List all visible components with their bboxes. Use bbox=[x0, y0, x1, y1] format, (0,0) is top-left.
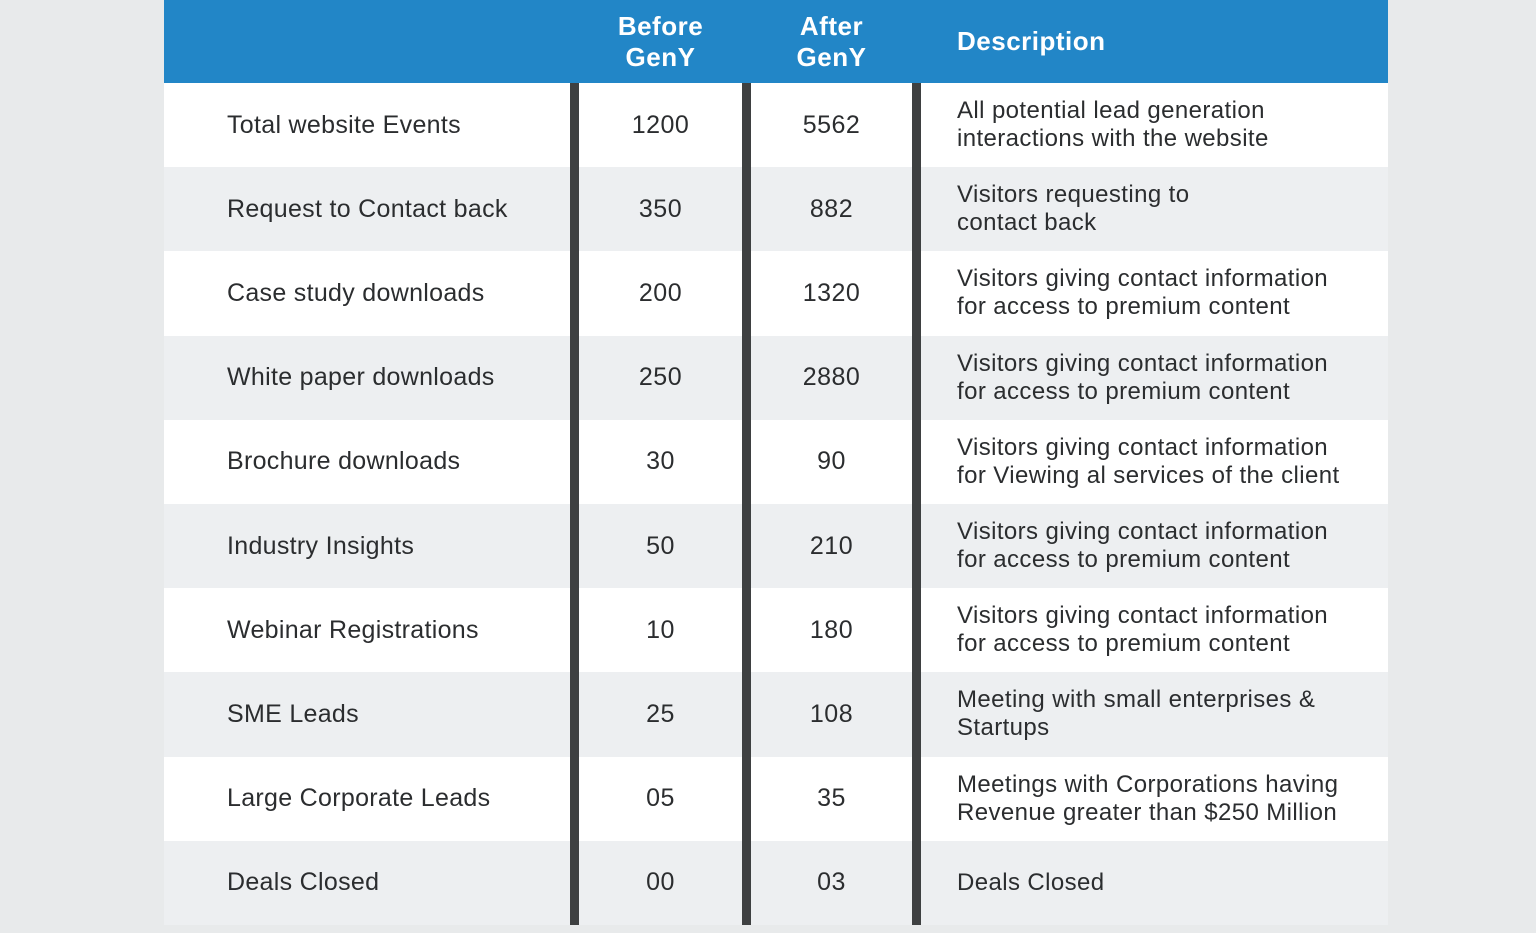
header-before-geny: Before GenY bbox=[617, 10, 704, 72]
table-row: White paper downloads 250 2880 Visitors … bbox=[164, 335, 1388, 420]
after-value: 108 bbox=[809, 699, 854, 728]
before-value: 05 bbox=[646, 784, 675, 813]
after-value: 882 bbox=[809, 194, 854, 223]
before-value: 250 bbox=[638, 363, 683, 392]
description-text: Meeting with small enterprises & Startup… bbox=[957, 686, 1316, 742]
column-divider bbox=[912, 83, 921, 925]
description-text: Visitors giving contact information for … bbox=[957, 602, 1329, 658]
metric-label: Deals Closed bbox=[227, 868, 380, 897]
before-value: 50 bbox=[646, 531, 675, 560]
table-row: SME Leads 25 108 Meeting with small ente… bbox=[164, 672, 1388, 757]
after-value: 5562 bbox=[802, 110, 861, 139]
after-value: 90 bbox=[817, 447, 846, 476]
description-text: Deals Closed bbox=[957, 868, 1105, 896]
before-value: 25 bbox=[646, 699, 675, 728]
description-text: Visitors giving contact information for … bbox=[957, 265, 1329, 321]
before-value: 00 bbox=[646, 868, 675, 897]
table-row: Brochure downloads 30 90 Visitors giving… bbox=[164, 419, 1388, 504]
description-text: Visitors giving contact information for … bbox=[957, 518, 1329, 574]
before-value: 30 bbox=[646, 447, 675, 476]
before-after-geny-comparison-table: Before GenY After GenY Description Total… bbox=[164, 0, 1388, 925]
after-value: 03 bbox=[817, 868, 846, 897]
header-after-geny: After GenY bbox=[796, 10, 867, 72]
metric-label: Request to Contact back bbox=[227, 194, 508, 223]
table-row: Large Corporate Leads 05 35 Meetings wit… bbox=[164, 756, 1388, 841]
table-row: Case study downloads 200 1320 Visitors g… bbox=[164, 251, 1388, 336]
header-metric-blank bbox=[164, 0, 570, 83]
metric-label: SME Leads bbox=[227, 699, 359, 728]
column-divider bbox=[570, 83, 579, 925]
table-body: Total website Events 1200 5562 All poten… bbox=[164, 83, 1388, 925]
before-value: 350 bbox=[638, 194, 683, 223]
after-value: 1320 bbox=[802, 278, 861, 307]
table-row: Total website Events 1200 5562 All poten… bbox=[164, 83, 1388, 168]
metric-label: Large Corporate Leads bbox=[227, 784, 491, 813]
after-value: 180 bbox=[809, 615, 854, 644]
metric-label: Webinar Registrations bbox=[227, 615, 479, 644]
metric-label: Brochure downloads bbox=[227, 447, 461, 476]
description-text: Meetings with Corporations having Revenu… bbox=[957, 770, 1339, 826]
description-text: All potential lead generation interactio… bbox=[957, 97, 1269, 153]
before-value: 10 bbox=[646, 615, 675, 644]
metric-label: Case study downloads bbox=[227, 278, 485, 307]
table-header-row: Before GenY After GenY Description bbox=[164, 0, 1388, 83]
metric-label: Total website Events bbox=[227, 110, 461, 139]
table-row: Deals Closed 00 03 Deals Closed bbox=[164, 840, 1388, 925]
metric-label: White paper downloads bbox=[227, 363, 495, 392]
header-description: Description bbox=[957, 26, 1106, 56]
table-row: Industry Insights 50 210 Visitors giving… bbox=[164, 503, 1388, 589]
description-text: Visitors requesting to contact back bbox=[957, 181, 1190, 237]
column-divider bbox=[742, 83, 751, 925]
before-value: 200 bbox=[638, 278, 683, 307]
table-row: Request to Contact back 350 882 Visitors… bbox=[164, 167, 1388, 252]
description-text: Visitors giving contact information for … bbox=[957, 349, 1329, 405]
metric-label: Industry Insights bbox=[227, 531, 415, 560]
after-value: 35 bbox=[817, 784, 846, 813]
before-value: 1200 bbox=[631, 110, 690, 139]
after-value: 210 bbox=[809, 531, 854, 560]
description-text: Visitors giving contact information for … bbox=[957, 433, 1340, 489]
after-value: 2880 bbox=[802, 363, 861, 392]
table-row: Webinar Registrations 10 180 Visitors gi… bbox=[164, 588, 1388, 673]
